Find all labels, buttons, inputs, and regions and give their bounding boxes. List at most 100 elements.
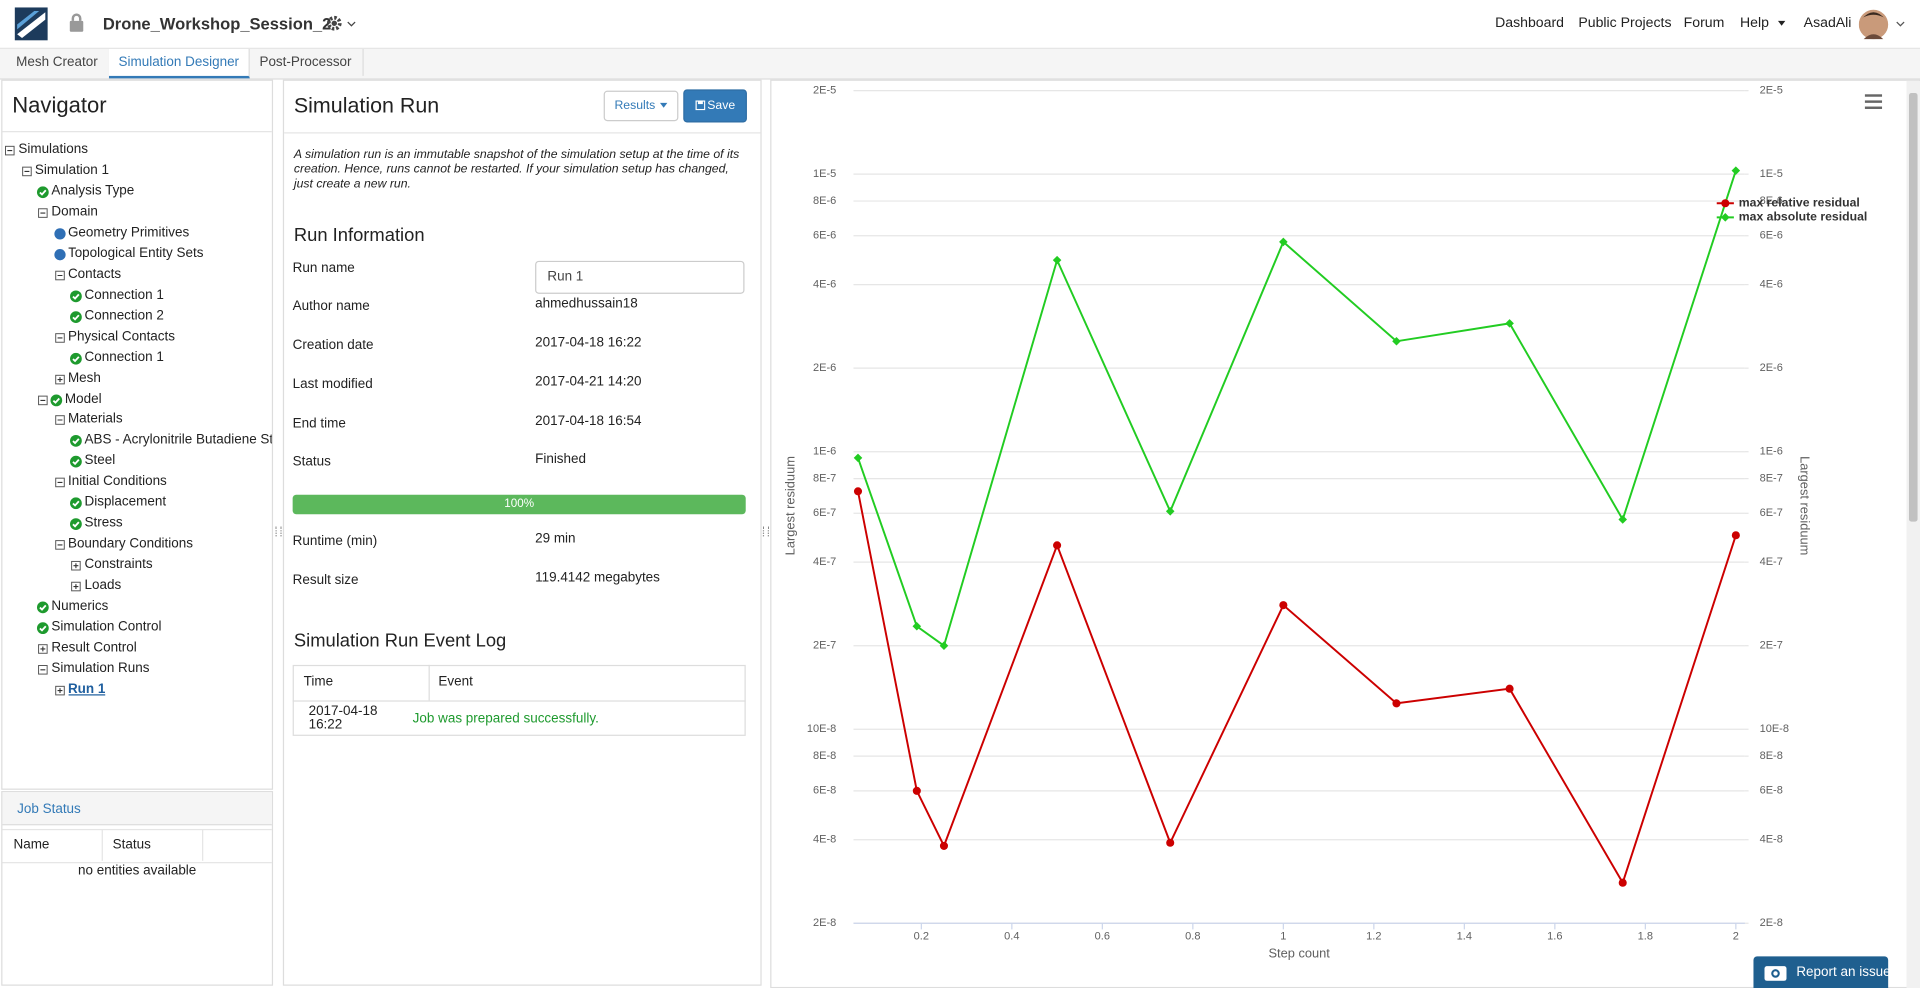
nav-link[interactable]: Forum xyxy=(1683,15,1725,31)
field-label: Status xyxy=(292,454,331,469)
run-name-input[interactable]: Run 1 xyxy=(535,260,745,294)
tab[interactable]: Simulation Designer xyxy=(108,48,250,79)
tree-label[interactable]: Mesh xyxy=(67,370,101,386)
tree-label[interactable]: Geometry Primitives xyxy=(67,225,190,240)
tree-label[interactable]: Physical Contacts xyxy=(67,328,176,344)
tree-label[interactable]: Connection 1 xyxy=(84,287,164,303)
splitter[interactable] xyxy=(762,526,769,537)
report-button[interactable]: Report an issue xyxy=(1753,956,1891,988)
avatar[interactable] xyxy=(1858,7,1908,41)
tree-label[interactable]: Stress xyxy=(84,515,123,531)
progress-bar xyxy=(292,494,746,515)
x-tick-label: 2 xyxy=(1733,931,1739,943)
chart-panel xyxy=(770,79,1920,988)
tree-icon-plus[interactable] xyxy=(53,684,65,696)
y2-tick-label: 8E-6 xyxy=(1760,195,1783,207)
tree-label[interactable]: Simulations xyxy=(18,142,88,157)
tab[interactable]: Post-Processor xyxy=(249,48,364,76)
tree-label[interactable]: Analysis Type xyxy=(51,183,135,199)
tree-label[interactable]: Loads xyxy=(84,578,122,593)
x-tick-label: 1.4 xyxy=(1457,931,1472,943)
field-label: Runtime (min) xyxy=(292,533,378,549)
nav-link[interactable]: Dashboard xyxy=(1495,15,1564,31)
tree-label[interactable]: Topological Entity Sets xyxy=(67,245,204,261)
scroll-thumb[interactable] xyxy=(1908,93,1918,522)
tree-label[interactable]: Numerics xyxy=(51,598,109,614)
tab[interactable]: Mesh Creator xyxy=(5,48,111,76)
tree-label[interactable]: Simulation Control xyxy=(51,619,162,635)
scrollbar[interactable] xyxy=(1906,80,1920,988)
tree-icon-plus[interactable] xyxy=(53,373,65,385)
y-tick-label: 2E-6 xyxy=(813,362,836,374)
x-tick-label: 0.8 xyxy=(1185,931,1200,943)
tree-label[interactable]: Boundary Conditions xyxy=(67,536,194,552)
tree-label[interactable]: Simulation Runs xyxy=(51,661,150,676)
tree-icon-minus[interactable] xyxy=(53,269,65,281)
y2-tick-label: 4E-6 xyxy=(1760,279,1783,291)
y-tick-label: 4E-8 xyxy=(813,834,836,846)
tree-icon-minus[interactable] xyxy=(20,165,32,177)
field-label: Run name xyxy=(292,260,355,276)
y-tick-label: 8E-8 xyxy=(813,750,836,762)
divider xyxy=(2,131,272,133)
tree-icon-minus[interactable] xyxy=(4,144,16,156)
tree-icon-plus[interactable] xyxy=(37,643,49,655)
tree-label[interactable]: Displacement xyxy=(84,495,167,510)
legend-label[interactable]: max absolute residual xyxy=(1739,210,1868,224)
log-event: Job was prepared successfully. xyxy=(412,711,599,727)
field-label: Last modified xyxy=(292,377,373,392)
nav-link[interactable]: Help xyxy=(1740,16,1785,31)
column-header[interactable]: Name xyxy=(13,837,50,853)
tree-label[interactable]: Materials xyxy=(67,412,123,427)
y-tick-label: 6E-6 xyxy=(813,230,836,242)
save-button[interactable]: Save xyxy=(683,89,747,123)
y2-tick-label: 10E-8 xyxy=(1760,723,1789,735)
tree-icon-minus[interactable] xyxy=(53,539,65,551)
tree-label[interactable]: Domain xyxy=(51,204,98,220)
results-button[interactable]: Results xyxy=(603,90,679,122)
column-header[interactable]: Status xyxy=(112,837,151,853)
y2-tick-label: 2E-8 xyxy=(1760,917,1783,929)
field-value: 2017-04-21 14:20 xyxy=(535,374,642,390)
tree-icon-minus[interactable] xyxy=(37,664,49,676)
tree-icon-dot xyxy=(53,228,66,240)
tree-label[interactable]: Steel xyxy=(84,453,116,469)
chart-menu[interactable] xyxy=(1864,94,1883,109)
tree-icon-minus[interactable] xyxy=(53,414,65,426)
splitter[interactable] xyxy=(275,526,282,537)
tree-icon-plus[interactable] xyxy=(70,560,82,572)
y2-tick-label: 2E-7 xyxy=(1760,640,1783,652)
tree-icon-minus[interactable] xyxy=(53,331,65,343)
marker xyxy=(1505,319,1514,328)
tree-icon-plus[interactable] xyxy=(70,581,82,593)
tree-label[interactable]: Model xyxy=(64,391,102,406)
column-header[interactable]: Event xyxy=(438,674,473,690)
settings-menu[interactable] xyxy=(326,15,358,35)
tree-label[interactable]: Result Control xyxy=(51,640,137,656)
tree-label[interactable]: Simulation 1 xyxy=(34,162,110,178)
tree-icon-minus[interactable] xyxy=(37,207,49,219)
menu-bar xyxy=(1864,94,1883,97)
marker xyxy=(1279,601,1288,610)
y-axis-title: Largest residuum xyxy=(782,456,797,555)
tree-icon-minus[interactable] xyxy=(53,477,65,489)
tree-label[interactable]: Constraints xyxy=(84,557,153,573)
user-name[interactable]: AsadAli xyxy=(1803,15,1852,31)
nav-link[interactable]: Public Projects xyxy=(1578,15,1672,31)
marker xyxy=(1731,531,1740,540)
series-line xyxy=(857,170,1737,648)
tree-label[interactable]: Connection 2 xyxy=(84,308,164,323)
y-tick-label: 8E-6 xyxy=(813,195,836,207)
tree-label[interactable]: Connection 1 xyxy=(84,349,164,365)
legend-label[interactable]: max relative residual xyxy=(1739,195,1860,209)
menu-bar xyxy=(1864,106,1883,109)
tree-label[interactable]: ABS - Acrylonitrile Butadiene St... xyxy=(84,432,272,448)
tree-label[interactable]: Contacts xyxy=(67,266,122,282)
column-header[interactable]: Time xyxy=(303,674,334,690)
tree-label[interactable]: Initial Conditions xyxy=(67,474,167,490)
tree-label[interactable]: Run 1 xyxy=(67,681,106,697)
logo[interactable] xyxy=(14,7,48,41)
log-col-line xyxy=(428,664,430,701)
tree-icon-minus[interactable] xyxy=(37,394,49,406)
job-status-title[interactable]: Job Status xyxy=(17,802,81,817)
